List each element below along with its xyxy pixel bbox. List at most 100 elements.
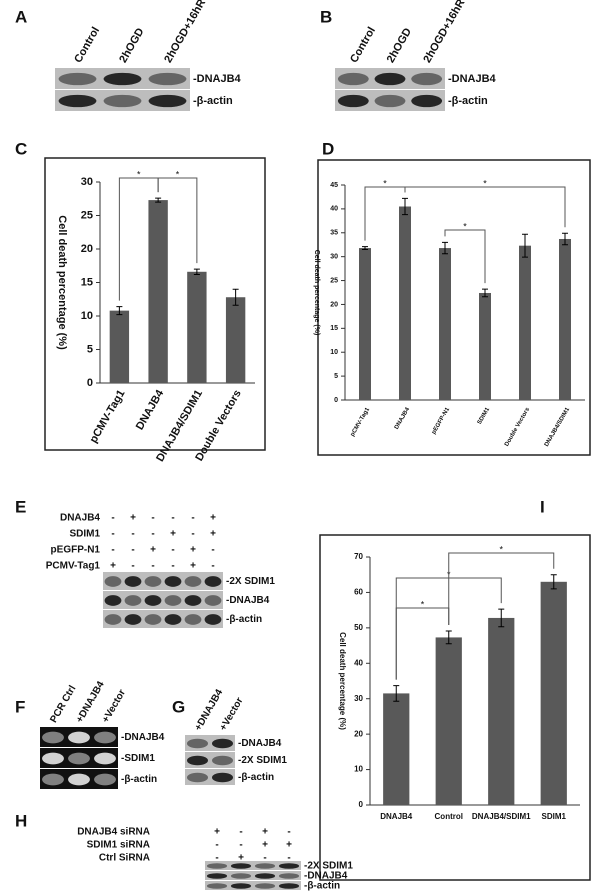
y-tick-label: 10 xyxy=(81,310,93,322)
band-label: -DNAJB4 xyxy=(448,73,497,85)
blot-band xyxy=(254,873,276,879)
lane-label: +Vector xyxy=(218,696,246,733)
blot-band xyxy=(148,72,187,86)
blot-band xyxy=(206,863,228,869)
y-tick-label: 25 xyxy=(330,277,338,284)
y-tick-label: 5 xyxy=(334,373,338,380)
bar xyxy=(439,248,451,400)
x-tick-label: DNAJB4/SDIM1 xyxy=(472,812,531,821)
condition-sign: + xyxy=(110,561,116,572)
condition-sign: - xyxy=(111,513,114,524)
condition-sign: + xyxy=(190,545,196,556)
blot-band xyxy=(58,72,97,86)
condition-sign: - xyxy=(131,529,134,540)
blot-band xyxy=(68,773,90,786)
condition-sign: + xyxy=(210,529,216,540)
condition-label: Ctrl SiRNA xyxy=(99,853,150,864)
error-bar xyxy=(498,608,505,628)
condition-sign: + xyxy=(262,827,268,838)
blot-band xyxy=(104,614,122,625)
panel-letter: E xyxy=(15,497,26,516)
condition-sign: + xyxy=(130,513,136,524)
band-label: -2X SDIM1 xyxy=(226,576,275,587)
significance-star: * xyxy=(463,221,467,231)
band-label: -β-actin xyxy=(193,95,233,107)
panel-letter: D xyxy=(322,139,334,158)
blot-band xyxy=(144,595,162,606)
condition-label: pEGFP-N1 xyxy=(51,545,101,556)
blot-band xyxy=(104,595,122,606)
bar xyxy=(148,200,168,383)
lane-label: +Vector xyxy=(100,688,128,725)
band-label: -DNAJB4 xyxy=(226,595,270,606)
blot-band xyxy=(187,772,208,783)
significance-bracket xyxy=(157,177,198,264)
bar xyxy=(519,245,531,400)
blot-band xyxy=(278,883,300,889)
blot-band xyxy=(104,576,122,587)
y-axis-label: Cell death percentage (%) xyxy=(338,632,347,730)
x-tick-label: pCMV-Tag1 xyxy=(350,406,372,437)
condition-sign: - xyxy=(239,840,242,851)
blot-band xyxy=(204,595,222,606)
blot-band xyxy=(124,595,142,606)
blot-band xyxy=(212,755,233,766)
condition-label: DNAJB4 xyxy=(60,513,100,524)
panel-letter: I xyxy=(540,497,545,516)
y-tick-label: 45 xyxy=(330,182,338,189)
y-tick-label: 50 xyxy=(354,623,363,632)
x-tick-label: DNAJB4 xyxy=(134,387,167,432)
y-axis-label: Cell death percentage (%) xyxy=(313,250,320,336)
blot-band xyxy=(68,731,90,744)
blot-band xyxy=(124,614,142,625)
blot-band xyxy=(230,873,252,879)
y-tick-label: 30 xyxy=(81,176,93,188)
y-tick-label: 15 xyxy=(330,325,338,332)
condition-label: SDIM1 xyxy=(69,529,100,540)
blot-band xyxy=(254,863,276,869)
condition-sign: - xyxy=(111,545,114,556)
x-tick-label: DNAJB4 xyxy=(380,812,413,821)
error-bar xyxy=(482,288,488,298)
blot-band xyxy=(144,576,162,587)
band-label: -β-actin xyxy=(448,95,488,107)
blot-band xyxy=(206,873,228,879)
blot-band xyxy=(94,773,116,786)
condition-sign: - xyxy=(151,561,154,572)
error-bar xyxy=(362,246,368,250)
blot-band xyxy=(42,731,64,744)
condition-sign: - xyxy=(151,529,154,540)
blot-band xyxy=(254,883,276,889)
blot-row xyxy=(205,881,301,890)
error-bar xyxy=(155,197,162,203)
x-tick-label: pEGFP-N1 xyxy=(431,406,451,435)
blot-band xyxy=(187,738,208,749)
y-tick-label: 70 xyxy=(354,552,363,561)
blot-band xyxy=(212,772,233,783)
x-tick-label: DNAJB4/SDIM1 xyxy=(544,406,572,448)
blot-band xyxy=(411,94,443,108)
blot-band xyxy=(68,752,90,765)
condition-sign: - xyxy=(215,853,218,864)
blot-band xyxy=(230,863,252,869)
blot-band xyxy=(184,595,202,606)
y-tick-label: 15 xyxy=(81,276,93,288)
blot-row xyxy=(205,871,301,880)
significance-bracket xyxy=(404,186,566,228)
y-tick-label: 35 xyxy=(330,230,338,237)
band-label: -DNAJB4 xyxy=(304,871,348,882)
condition-sign: - xyxy=(215,840,218,851)
condition-label: PCMV-Tag1 xyxy=(46,561,101,572)
y-tick-label: 10 xyxy=(354,765,363,774)
significance-star: * xyxy=(483,178,487,188)
band-label: -β-actin xyxy=(226,614,262,625)
blot-band xyxy=(144,614,162,625)
bar xyxy=(435,637,462,805)
condition-sign: - xyxy=(191,513,194,524)
error-bar xyxy=(550,574,557,590)
bar xyxy=(187,271,207,383)
y-axis-label: Cell death percentage (%) xyxy=(56,215,68,350)
y-tick-label: 0 xyxy=(359,800,364,809)
condition-sign: - xyxy=(211,561,214,572)
lane-label: 2hOGD+16hR xyxy=(421,0,467,65)
